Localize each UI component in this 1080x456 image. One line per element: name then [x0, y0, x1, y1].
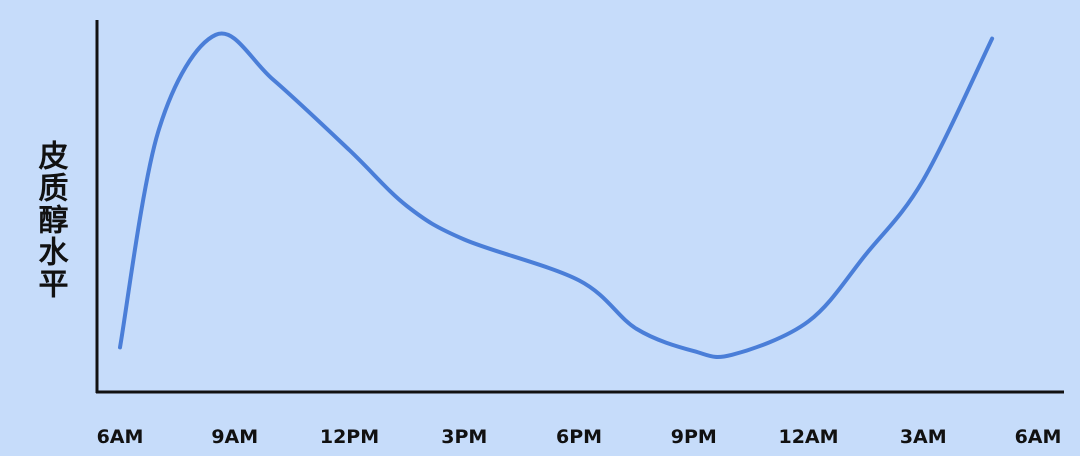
x-tick-label: 12AM [778, 426, 838, 448]
x-tick-label: 9AM [211, 426, 258, 448]
line [118, 31, 995, 359]
x-tick-label: 12PM [320, 426, 379, 448]
x-tick-label: 6PM [556, 426, 602, 448]
x-tick-label: 3PM [441, 426, 487, 448]
x-tick-label: 6AM [97, 426, 144, 448]
x-tick-label: 6AM [1015, 426, 1062, 448]
x-tick-label: 3AM [900, 426, 947, 448]
y-axis-label: 皮质醇水平 [33, 140, 69, 300]
x-tick-label: 9PM [671, 426, 717, 448]
